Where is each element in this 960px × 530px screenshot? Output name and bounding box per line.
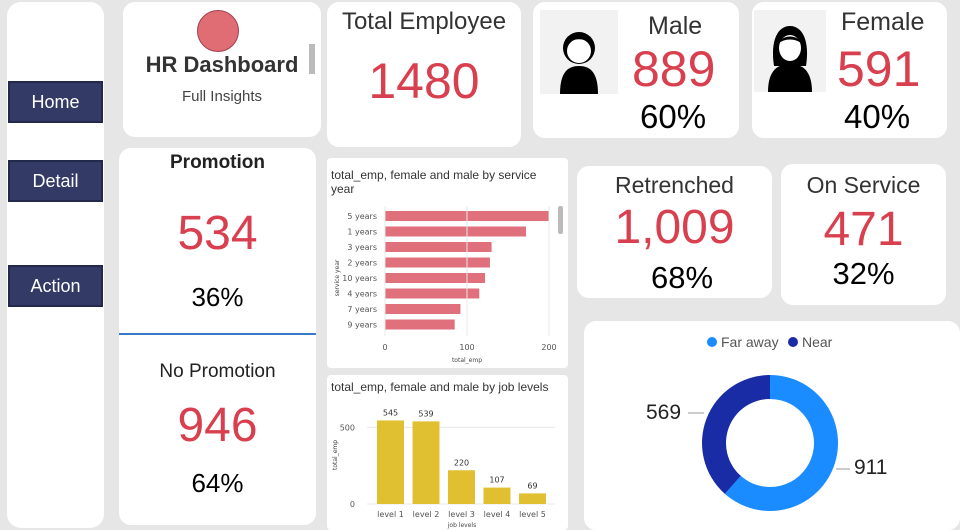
job-levels-x-axis-label: job levels [447,522,476,529]
legend-far-away: Far away [707,334,779,350]
nav-detail-button[interactable]: Detail [8,160,103,202]
job-levels-x-tick: level 1 [377,510,404,519]
job-levels-chart-card: total_emp, female and male by job levels… [327,375,568,530]
female-value: 591 [837,41,921,97]
job-levels-data-label: 69 [527,481,537,490]
retrenched-label: Retrenched [615,172,734,198]
donut-label-near: 569 [646,401,682,424]
job-levels-bar [412,421,440,504]
job-levels-x-tick: level 4 [484,510,511,519]
female-pct: 40% [844,98,911,135]
retrenched-value: 1,009 [614,201,735,254]
job-levels-x-tick: level 2 [413,510,440,519]
job-levels-chart: 0 500 545 level 1 539 level 2 220 level 3 107 lev… [332,408,555,529]
female-label: Female [841,8,925,36]
promotion-pct: 36% [191,282,244,312]
dashboard-title: HR Dashboard [145,52,299,77]
nav-home-button[interactable]: Home [8,81,103,123]
service-year-x-tick: 100 [459,343,474,352]
on-service-pct: 32% [832,256,895,291]
male-pct: 60% [640,98,707,135]
service-year-chart-card: total_emp, female and male by service ye… [327,158,568,368]
job-levels-data-label: 545 [383,408,398,417]
distance-donut-card: Far away Near 569 911 [584,321,960,530]
male-label: Male [648,12,703,40]
job-levels-x-tick: level 3 [448,510,475,519]
service-year-bar [385,319,455,330]
job-levels-data-label: 539 [418,409,433,418]
service-year-tick-label: 3 years [347,243,377,252]
service-year-tick-label: 9 years [347,321,377,330]
legend-near: Near [788,334,832,350]
female-card: Female 591 40% [752,2,947,138]
total-employee-card: Total Employee 1480 [327,2,521,147]
logo-circle-icon [197,10,239,52]
on-service-value: 471 [823,203,904,256]
job-levels-x-tick: level 5 [519,510,546,519]
job-levels-data-label: 107 [489,476,504,485]
scroll-handle[interactable] [309,44,315,74]
service-year-bar [385,242,492,252]
no-promotion-value: 946 [177,399,258,452]
job-levels-bar [483,487,511,504]
total-employee-value: 1480 [368,53,480,109]
header-card: HR Dashboard Full Insights [123,2,321,137]
job-levels-y-tick: 0 [350,500,355,509]
service-year-bar [385,273,486,283]
service-year-tick-label: 7 years [347,305,377,314]
donut-slice [724,375,838,511]
promotion-value: 534 [177,207,258,260]
service-year-x-tick: 200 [541,343,556,352]
service-year-tick-label: 5 years [347,212,377,221]
donut-slice [702,375,770,494]
legend-far-label: Far away [721,334,779,350]
dashboard-subtitle: Full Insights [181,88,263,105]
job-levels-bar [519,493,546,504]
job-levels-chart-title: total_emp, female and male by job levels [331,380,549,394]
legend-far-dot-icon [707,337,717,347]
no-promotion-label: No Promotion [159,361,276,382]
no-promotion-pct: 64% [191,468,244,498]
female-avatar-icon [754,10,826,92]
divider [119,333,316,335]
service-year-bar [385,226,527,237]
on-service-label: On Service [806,172,921,198]
job-levels-y-axis-label: total_emp [332,440,339,470]
job-levels-bar [377,420,404,504]
male-card: Male 889 60% [533,2,739,138]
service-year-x-axis-label: total_emp [452,357,482,364]
promotion-label: Promotion [170,152,265,173]
on-service-card: On Service 471 32% [781,164,946,305]
retrenched-pct: 68% [651,260,714,295]
promotion-card: Promotion 534 36% No Promotion 946 64% [119,148,316,525]
male-avatar-icon [540,10,618,94]
service-year-tick-label: 10 years [342,274,377,283]
service-year-bar [385,257,490,268]
service-year-bar [385,304,461,314]
service-year-bar [385,288,480,299]
service-year-y-axis-label: service year [334,259,341,296]
legend-near-dot-icon [788,337,798,347]
service-year-x-tick: 0 [382,343,387,352]
retrenched-card: Retrenched 1,009 68% [577,166,772,298]
service-year-chart-title: total_emp, female and male by service ye… [331,168,537,196]
service-year-chart: 5 years 1 years 3 years 2 years 10 years 4 ye… [334,206,563,364]
job-levels-data-label: 220 [454,458,469,467]
legend-near-label: Near [802,334,833,350]
job-levels-y-tick: 500 [340,423,355,432]
service-year-tick-label: 2 years [347,259,377,268]
male-value: 889 [632,41,716,97]
service-year-scrollbar[interactable] [558,206,563,234]
job-levels-bar [448,470,475,504]
total-employee-label: Total Employee [341,8,507,35]
donut-label-far: 911 [854,456,888,479]
nav-action-button[interactable]: Action [8,265,103,307]
service-year-tick-label: 4 years [347,290,377,299]
service-year-tick-label: 1 years [347,228,377,237]
distance-donut-chart [688,375,850,511]
